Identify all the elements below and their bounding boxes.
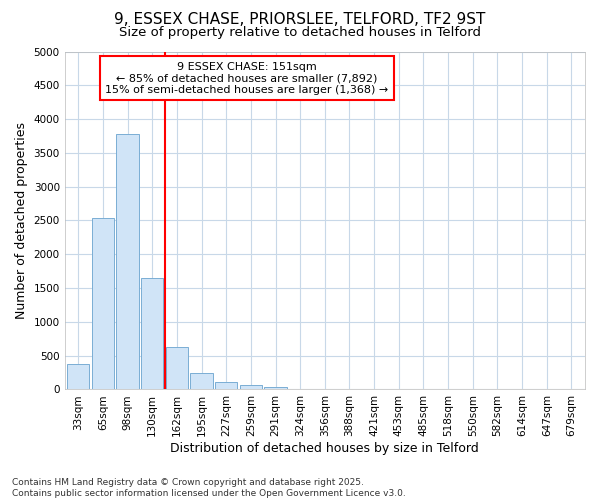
- Bar: [141, 278, 163, 390]
- Text: Contains HM Land Registry data © Crown copyright and database right 2025.
Contai: Contains HM Land Registry data © Crown c…: [12, 478, 406, 498]
- Bar: [289, 389, 311, 390]
- Bar: [240, 386, 262, 390]
- Bar: [116, 134, 139, 390]
- Bar: [92, 218, 114, 390]
- Bar: [265, 388, 287, 390]
- Bar: [166, 347, 188, 390]
- Bar: [215, 382, 237, 390]
- Bar: [67, 364, 89, 390]
- Text: 9, ESSEX CHASE, PRIORSLEE, TELFORD, TF2 9ST: 9, ESSEX CHASE, PRIORSLEE, TELFORD, TF2 …: [115, 12, 485, 28]
- Y-axis label: Number of detached properties: Number of detached properties: [15, 122, 28, 319]
- X-axis label: Distribution of detached houses by size in Telford: Distribution of detached houses by size …: [170, 442, 479, 455]
- Text: 9 ESSEX CHASE: 151sqm
← 85% of detached houses are smaller (7,892)
15% of semi-d: 9 ESSEX CHASE: 151sqm ← 85% of detached …: [105, 62, 388, 95]
- Text: Size of property relative to detached houses in Telford: Size of property relative to detached ho…: [119, 26, 481, 39]
- Bar: [190, 373, 212, 390]
